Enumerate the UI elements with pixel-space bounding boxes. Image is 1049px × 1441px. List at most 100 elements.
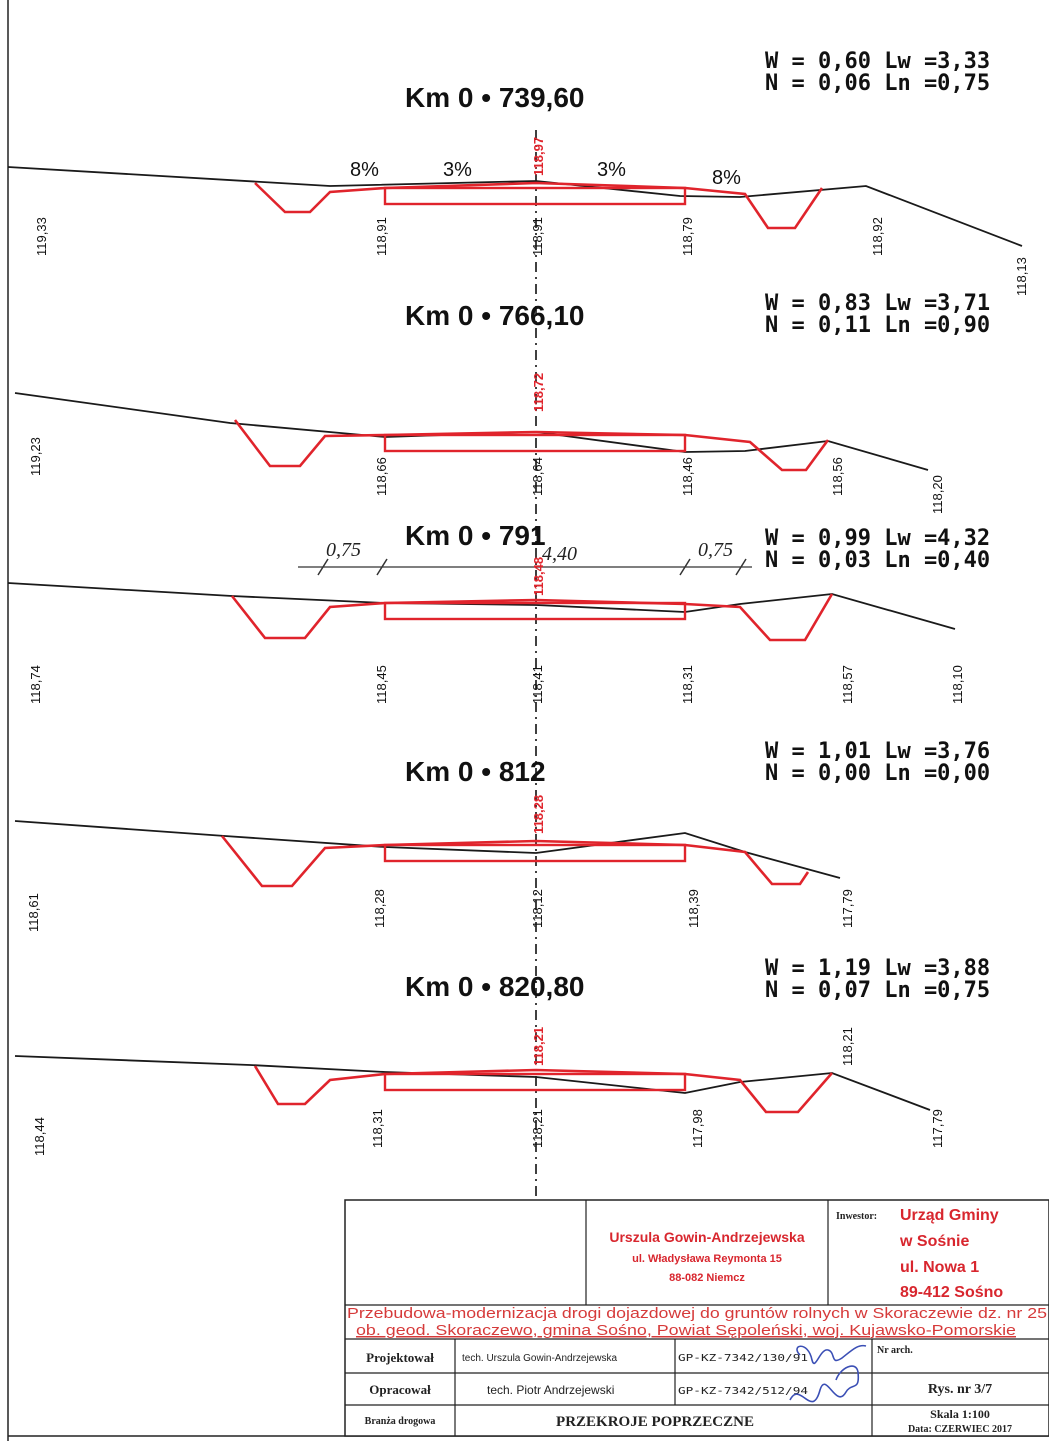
level-label: 117,98 bbox=[690, 1109, 705, 1148]
signature-mark bbox=[789, 1344, 867, 1403]
investor-name: Urząd Gminy bbox=[900, 1207, 999, 1224]
project-title-line-2: ob. geod. Skoraczewo, gmina Sośno, Powia… bbox=[356, 1322, 1016, 1339]
level-label: 118,41 bbox=[530, 665, 545, 704]
preparer-person: tech. Piotr Andrzejewski bbox=[487, 1383, 614, 1397]
drawing-title: PRZEKROJE POPRZECZNE bbox=[556, 1414, 754, 1430]
slope-label: 3% bbox=[597, 159, 626, 181]
level-label: 117,79 bbox=[930, 1109, 945, 1148]
cross-section-2: Km 0 • 766,10 W = 0,83 Lw =3,71 N = 0,11… bbox=[14, 291, 990, 514]
existing-terrain-line bbox=[14, 392, 929, 471]
section-n-values: N = 0,07 Ln =0,75 bbox=[765, 978, 990, 1003]
investor-street: ul. Nowa 1 bbox=[900, 1259, 979, 1276]
investor-place: w Sośnie bbox=[899, 1233, 969, 1250]
cross-section-4: Km 0 • 812 W = 1,01 Lw =3,76 N = 0,00 Ln… bbox=[14, 739, 990, 932]
existing-terrain-line bbox=[14, 1055, 931, 1111]
cross-section-5: Km 0 • 820,80 W = 1,19 Lw =3,88 N = 0,07… bbox=[14, 956, 990, 1156]
branch-label: Branża drogowa bbox=[365, 1416, 436, 1427]
section-w-values: W = 0,60 Lw =3,33 bbox=[765, 49, 990, 74]
level-label: 118,66 bbox=[374, 457, 389, 496]
section-title: Km 0 • 739,60 bbox=[405, 82, 584, 113]
design-profile bbox=[220, 835, 810, 888]
dimension-label: 0,75 bbox=[698, 539, 733, 561]
investor-city: 89-412 Sośno bbox=[900, 1284, 1003, 1301]
level-label: 118,31 bbox=[680, 665, 695, 704]
level-label: 118,44 bbox=[32, 1117, 47, 1156]
section-title: Km 0 • 791 bbox=[405, 520, 546, 551]
dimension-ticks bbox=[317, 558, 747, 576]
slope-label: 3% bbox=[443, 159, 472, 181]
section-w-values: W = 1,19 Lw =3,88 bbox=[765, 956, 990, 981]
road-structure bbox=[383, 1072, 687, 1092]
level-label: 118,45 bbox=[374, 665, 389, 704]
section-w-values: W = 1,01 Lw =3,76 bbox=[765, 739, 990, 764]
level-label: 118,21 bbox=[530, 1109, 545, 1148]
existing-terrain-line bbox=[7, 166, 1023, 247]
level-label: 119,33 bbox=[34, 217, 49, 256]
designed-by-label: Projektował bbox=[366, 1350, 434, 1365]
section-title: Km 0 • 766,10 bbox=[405, 300, 584, 331]
designer-city: 88-082 Niemcz bbox=[669, 1272, 745, 1284]
level-label: 118,91 bbox=[374, 217, 389, 256]
axis-level-label: 118,21 bbox=[531, 1027, 546, 1066]
road-structure bbox=[383, 186, 687, 206]
section-n-values: N = 0,06 Ln =0,75 bbox=[765, 71, 990, 96]
title-block-frame bbox=[344, 1199, 1049, 1437]
level-label: 118,21 bbox=[840, 1027, 855, 1066]
section-n-values: N = 0,00 Ln =0,00 bbox=[765, 761, 990, 786]
section-title: Km 0 • 820,80 bbox=[405, 971, 584, 1002]
cross-section-1: Km 0 • 739,60 W = 0,60 Lw =3,33 N = 0,06… bbox=[7, 49, 1029, 296]
archive-label: Nr arch. bbox=[877, 1345, 913, 1356]
level-label: 117,79 bbox=[840, 889, 855, 928]
level-label: 118,79 bbox=[680, 217, 695, 256]
level-label: 118,20 bbox=[930, 475, 945, 514]
level-label: 118,74 bbox=[28, 665, 43, 704]
level-label: 118,39 bbox=[686, 889, 701, 928]
prepared-by-label: Opracował bbox=[369, 1382, 431, 1397]
level-label: 118,13 bbox=[1014, 257, 1029, 296]
drawing-scale: Skala 1:100 bbox=[930, 1407, 990, 1421]
axis-level-label: 118,97 bbox=[531, 137, 546, 176]
project-title-line-1: Przebudowa-modernizacja drogi dojazdowej… bbox=[347, 1305, 1047, 1322]
level-label: 118,91 bbox=[530, 217, 545, 256]
section-n-values: N = 0,11 Ln =0,90 bbox=[765, 313, 990, 338]
section-n-values: N = 0,03 Ln =0,40 bbox=[765, 548, 990, 573]
section-w-values: W = 0,83 Lw =3,71 bbox=[765, 291, 990, 316]
level-label: 118,92 bbox=[870, 217, 885, 256]
designer-person: tech. Urszula Gowin-Andrzejewska bbox=[462, 1353, 617, 1364]
dimension-label: 0,75 bbox=[326, 539, 361, 561]
level-label: 118,31 bbox=[370, 1109, 385, 1148]
design-profile bbox=[233, 419, 830, 472]
drawing-date: Data: CZERWIEC 2017 bbox=[908, 1424, 1012, 1435]
axis-level-label: 118,72 bbox=[531, 373, 546, 412]
level-label: 118,10 bbox=[950, 665, 965, 704]
designer-name: Urszula Gowin-Andrzejewska bbox=[609, 1229, 804, 1245]
level-label: 118,57 bbox=[840, 665, 855, 704]
level-label: 118,28 bbox=[372, 889, 387, 928]
design-profile bbox=[254, 181, 824, 230]
level-label: 118,64 bbox=[530, 457, 545, 496]
level-label: 118,61 bbox=[26, 893, 41, 932]
road-structure bbox=[383, 843, 687, 863]
cross-section-3: Km 0 • 791 W = 0,99 Lw =4,32 N = 0,03 Ln… bbox=[7, 520, 990, 704]
slope-label: 8% bbox=[712, 167, 741, 189]
slope-label: 8% bbox=[350, 159, 379, 181]
level-label: 118,12 bbox=[530, 889, 545, 928]
road-structure bbox=[383, 433, 687, 453]
designer-licence: GP-KZ-7342/130/91 bbox=[678, 1353, 808, 1364]
level-label: 118,56 bbox=[830, 457, 845, 496]
existing-terrain-line bbox=[7, 582, 956, 630]
investor-label: Inwestor: bbox=[836, 1211, 877, 1222]
road-structure bbox=[383, 601, 687, 621]
title-block: Urszula Gowin-Andrzejewska ul. Władysław… bbox=[344, 1199, 1049, 1437]
design-profile bbox=[230, 593, 834, 642]
section-title: Km 0 • 812 bbox=[405, 756, 546, 787]
level-label: 118,46 bbox=[680, 457, 695, 496]
dimension-label: 4,40 bbox=[542, 543, 577, 565]
preparer-licence: GP-KZ-7342/512/94 bbox=[678, 1386, 808, 1397]
axis-level-label: 118,48 bbox=[531, 557, 546, 596]
axis-level-label: 118,28 bbox=[531, 795, 546, 834]
drawing-number: Rys. nr 3/7 bbox=[928, 1382, 992, 1397]
level-label: 119,23 bbox=[28, 437, 43, 476]
design-profile bbox=[253, 1065, 833, 1114]
